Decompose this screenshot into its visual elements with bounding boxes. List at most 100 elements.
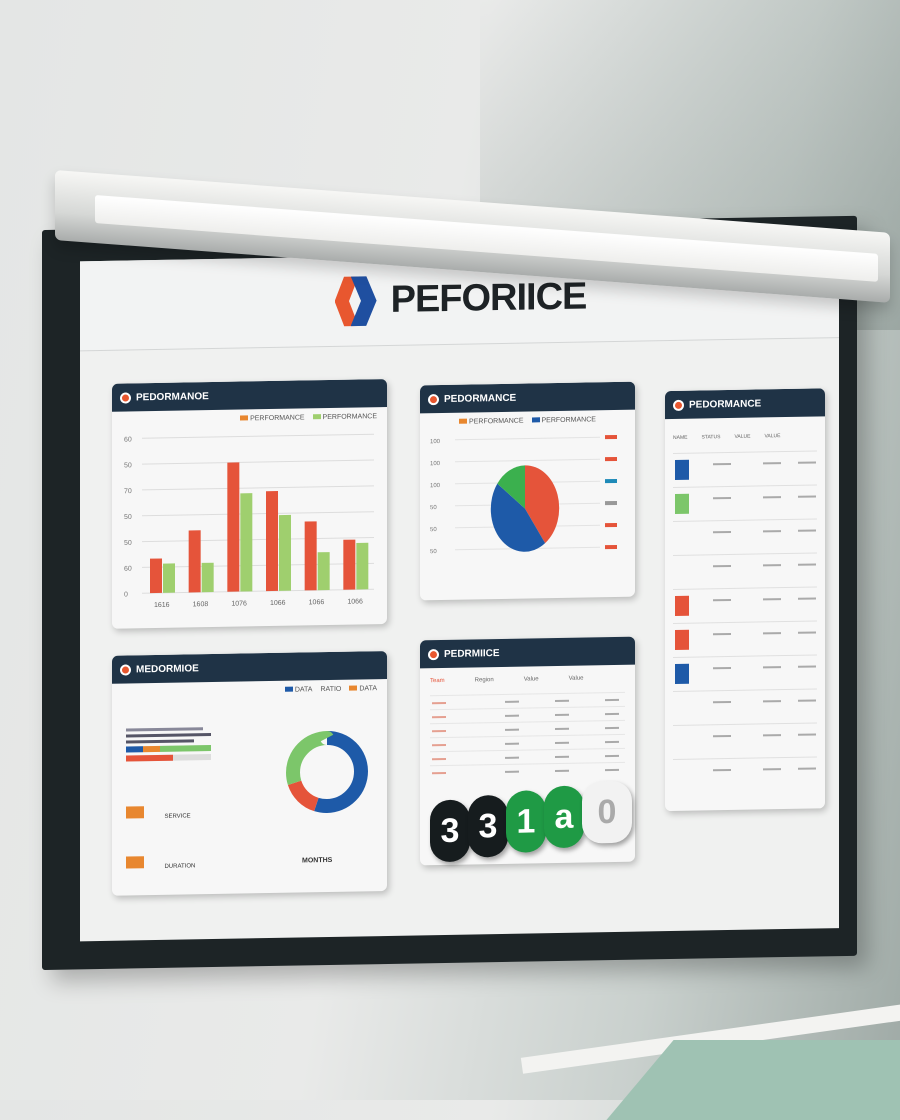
status-swatch [675, 663, 689, 684]
cell-text [763, 632, 781, 635]
table-row [673, 586, 817, 623]
display-board: PEFORIICE PEDORMANOE PERFORMANCE PERFORM… [80, 248, 839, 942]
cell-text [505, 714, 519, 717]
panel-title: PEDORMANCE [689, 397, 762, 411]
donut-chart [286, 731, 368, 814]
cell-text [432, 743, 446, 747]
data-label-marker [605, 500, 617, 506]
cell-text [713, 666, 731, 670]
cell-text [798, 495, 816, 498]
column-header: Region [474, 677, 494, 684]
panel-header: PEDRMIICE [420, 636, 635, 669]
cell-text [763, 666, 781, 669]
donut-chart-panel: MEDORMIOE DATA RATIO DATA SERVICE DURATI… [112, 650, 387, 896]
bar [317, 552, 330, 591]
table-header: Team Region Value Value [420, 665, 635, 685]
data-label-marker [605, 478, 617, 484]
table-row [673, 620, 817, 657]
cell-text [763, 768, 781, 771]
x-tick-label: 1076 [231, 600, 247, 607]
bar [240, 493, 253, 592]
cell-text [505, 770, 519, 773]
cell-text [555, 755, 569, 759]
logo-icon [428, 648, 439, 660]
cell-text [798, 767, 816, 770]
column-header: VALUE [764, 433, 781, 440]
cell-text [763, 530, 781, 533]
donut-footer: MONTHS [302, 856, 333, 865]
data-label-marker [605, 544, 617, 550]
gridline [142, 562, 374, 568]
progress-bars [126, 724, 211, 764]
bar [163, 563, 175, 593]
chart-legend: PERFORMANCE PERFORMANCE [420, 410, 635, 427]
column-header: VALUE [734, 433, 751, 440]
cell-text [432, 729, 446, 733]
score-digit: 0 [582, 780, 632, 844]
cell-text [555, 741, 569, 745]
brand-name: PEFORIICE [390, 275, 587, 321]
gridline [142, 459, 374, 465]
y-tick-label: 60 [124, 566, 132, 573]
logo-icon [673, 399, 684, 411]
score-digit: a [544, 785, 584, 849]
cell-text [505, 756, 519, 759]
logo-icon [120, 663, 131, 676]
y-tick-label: 100 [430, 483, 441, 489]
cell-text [713, 632, 731, 636]
y-tick-label: 50 [124, 514, 132, 521]
x-tick-label: 1066 [270, 600, 286, 607]
table-row [673, 484, 817, 521]
table-row [673, 654, 817, 691]
cell-text [763, 734, 781, 737]
bar-chart: 60 50 70 50 50 60 0 1616 1608 1076 1066 1066 1066 [124, 433, 374, 609]
gridline [142, 485, 374, 491]
bar [356, 542, 369, 590]
gridline [142, 511, 374, 517]
gridline [455, 436, 600, 441]
cell-text [555, 699, 569, 703]
cell-text [798, 733, 816, 736]
list-item: SERVICE [126, 804, 191, 823]
score-digit: 1 [506, 790, 546, 853]
panel-header: PEDORMANCE [420, 381, 635, 414]
list-item: DURATION [126, 854, 195, 873]
status-swatch [675, 629, 689, 650]
cell-text [713, 768, 731, 772]
bar [304, 521, 317, 591]
bar [150, 558, 162, 594]
y-tick-label: 50 [430, 505, 437, 511]
panel-title: MEDORMIOE [136, 662, 199, 675]
legend-item: PERFORMANCE [531, 416, 596, 424]
x-tick-label: 1616 [154, 602, 170, 609]
column-header: STATUS [701, 434, 721, 441]
cell-text [763, 496, 781, 499]
table-row [430, 761, 625, 780]
table-panel: PEDORMANCE NAME STATUS VALUE VALUE [665, 388, 825, 812]
gridline [455, 458, 600, 463]
cell-text [763, 598, 781, 601]
score-digit: 3 [430, 799, 470, 863]
column-header: NAME [673, 434, 688, 441]
bar [227, 462, 240, 592]
cell-text [605, 740, 619, 744]
cell-text [798, 529, 816, 532]
cell-text [713, 700, 731, 704]
cell-text [713, 530, 731, 534]
cell-text [798, 597, 816, 600]
cell-text [432, 771, 446, 775]
cell-text [798, 631, 816, 634]
legend-item: PERFORMANCE [240, 414, 305, 422]
brand-logo-icon [333, 272, 379, 331]
bar [201, 562, 214, 593]
pie-slice [524, 465, 560, 544]
bar [188, 530, 201, 593]
cell-text [605, 754, 619, 758]
bar-chart-panel: PEDORMANOE PERFORMANCE PERFORMANCE 60 50 7… [112, 378, 387, 629]
cell-text [432, 757, 446, 761]
cell-text [713, 496, 731, 500]
legend-item: DATA [284, 686, 312, 694]
table-row [673, 450, 817, 487]
display-board-frame: PEFORIICE PEDORMANOE PERFORMANCE PERFORM… [42, 215, 857, 971]
